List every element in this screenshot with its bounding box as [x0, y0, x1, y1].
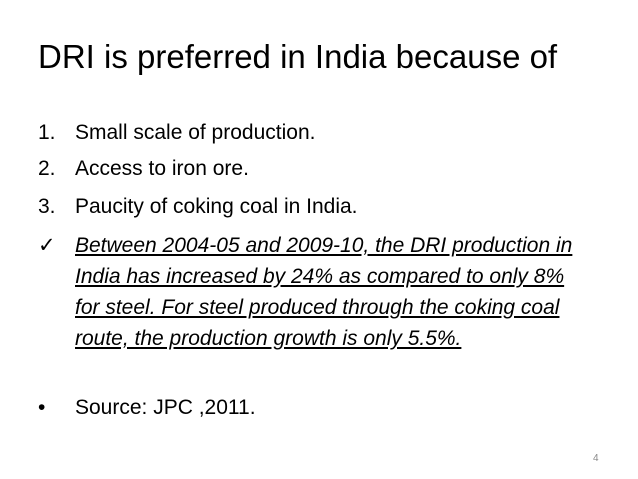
slide-title: DRI is preferred in India because of [38, 38, 558, 75]
item-number: 1. [38, 121, 56, 144]
item-text: Paucity of coking coal in India. [75, 195, 358, 218]
page-number: 4 [593, 453, 599, 464]
item-number: 3. [38, 195, 56, 218]
item-number: 2. [38, 157, 56, 180]
check-icon: ✓ [38, 234, 56, 257]
item-text: Source: JPC ,2011. [75, 396, 256, 419]
item-text: Between 2004-05 and 2009-10, the DRI pro… [75, 234, 573, 350]
item-text: Small scale of production. [75, 121, 316, 144]
bullet-icon: • [38, 396, 46, 419]
item-text: Access to iron ore. [75, 157, 249, 180]
